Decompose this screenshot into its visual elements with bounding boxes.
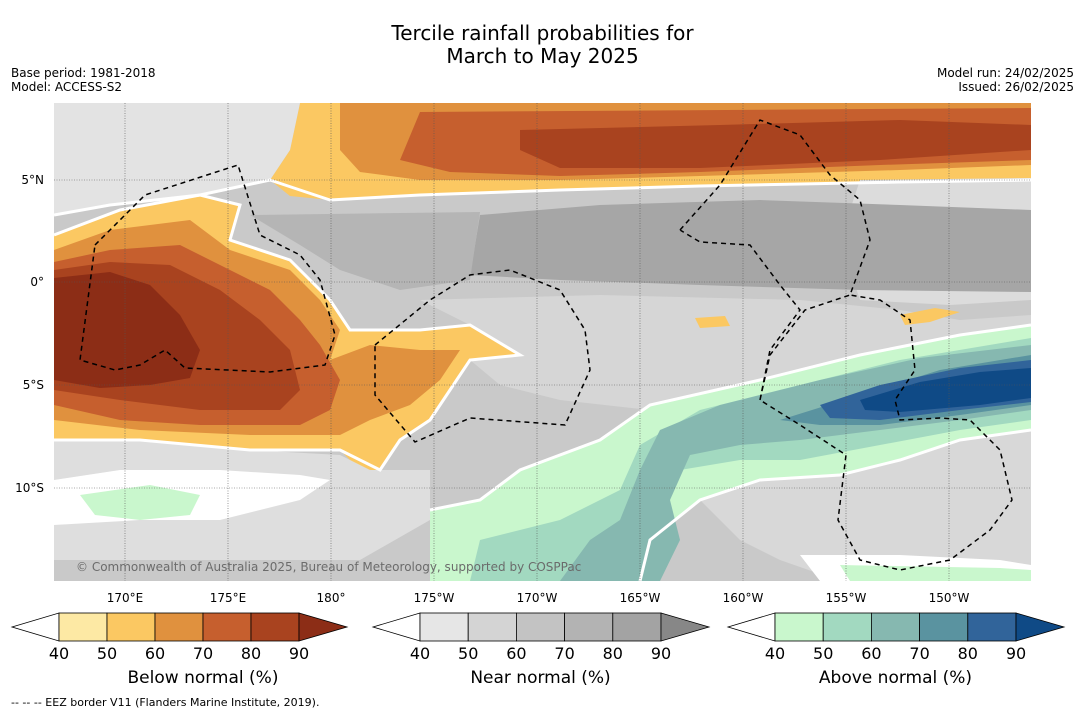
above-core-3 <box>860 368 1031 412</box>
colorbar-segment <box>419 612 469 642</box>
colorbar-below: 40 50 60 70 80 90 <box>10 612 349 663</box>
base-period: Base period: 1981-2018 <box>11 66 156 80</box>
southeast-near <box>700 430 1031 581</box>
colorbar-segment <box>822 612 872 642</box>
north-below-band-core <box>520 120 1031 168</box>
colorbar-tick-label: 70 <box>554 644 574 663</box>
lat-label-5n: 5°N <box>21 173 44 187</box>
colorbar-label-above: Above normal (%) <box>818 668 973 688</box>
colorbar-near: 40 50 60 70 80 90 <box>371 612 711 663</box>
lon-label-180: 180° <box>317 591 346 605</box>
colorbar-label-below: Below normal (%) <box>127 668 279 688</box>
map-gridlines <box>54 103 1031 581</box>
lon-label-170w: 170°W <box>517 591 558 605</box>
colorbar-tick-label: 70 <box>193 644 213 663</box>
colorbar-tick-label: 60 <box>861 644 881 663</box>
colorbar-tick-label: 40 <box>49 644 69 663</box>
north-near-light <box>54 103 300 215</box>
colorbar-segment <box>202 612 252 642</box>
contour-above <box>429 323 1031 512</box>
patch-below-2 <box>900 308 960 325</box>
colorbar-extend-high <box>660 612 711 642</box>
southeast-green <box>840 565 1031 581</box>
colorbar-extend-low <box>726 612 776 642</box>
model-name: Model: ACCESS-S2 <box>11 80 123 94</box>
colorbar-extend-high <box>1015 612 1066 642</box>
colorbar-segment <box>58 612 108 642</box>
lat-label-0: 0° <box>30 275 44 289</box>
lon-label-155w: 155°W <box>826 591 867 605</box>
near-band-mid <box>250 212 480 290</box>
title-line-1: Tercile rainfall probabilities for <box>391 21 694 45</box>
south-near-light <box>420 295 1031 410</box>
colorbar-tick-label: 60 <box>506 644 526 663</box>
model-run: Model run: 24/02/2025 <box>936 66 1074 80</box>
colorbar-tick-label: 50 <box>458 644 478 663</box>
colorbar-extend-high <box>298 612 349 642</box>
lon-label-160w: 160°W <box>723 591 764 605</box>
issued-date: Issued: 26/02/2025 <box>958 80 1074 94</box>
colorbar-tick-label: 50 <box>97 644 117 663</box>
contour-above-south <box>638 428 1031 581</box>
colorbar-extend-low <box>10 612 60 642</box>
colorbar-tick-label: 80 <box>241 644 261 663</box>
lon-label-175w: 175°W <box>414 591 455 605</box>
colorbar-tick-label: 80 <box>958 644 978 663</box>
lon-label-175e: 175°E <box>210 591 247 605</box>
colorbar-tick-label: 80 <box>603 644 623 663</box>
colorbar-segment <box>612 612 662 642</box>
eez-borders <box>79 119 1013 571</box>
lat-label-5s: 5°S <box>23 378 44 392</box>
map-panel: © Commonwealth of Australia 2025, Bureau… <box>54 103 1031 581</box>
colorbar-segment <box>467 612 517 642</box>
colorbar-segment <box>919 612 969 642</box>
title-line-2: March to May 2025 <box>446 44 639 68</box>
colorbar-label-near: Near normal (%) <box>470 668 611 688</box>
southwest-green <box>80 485 200 520</box>
lon-label-150w: 150°W <box>929 591 970 605</box>
colorbar-tick-label: 60 <box>145 644 165 663</box>
colorbar-segment <box>516 612 566 642</box>
meta-right: Model run: 24/02/2025 Issued: 26/02/2025 <box>937 66 1074 94</box>
lon-label-170e: 170°E <box>107 591 144 605</box>
colorbar-segment <box>871 612 921 642</box>
contour-west-blob <box>54 193 525 472</box>
colorbar-tick-label: 40 <box>765 644 785 663</box>
colorbar-segment <box>250 612 300 642</box>
contour-north <box>54 178 1031 217</box>
colorbar-tick-label: 90 <box>651 644 671 663</box>
lat-label-10s: 10°S <box>15 481 44 495</box>
patch-below-1 <box>695 316 730 328</box>
colorbar-tick-label: 50 <box>813 644 833 663</box>
colorbar-tick-label: 90 <box>1006 644 1026 663</box>
colorbar-segment <box>564 612 614 642</box>
lon-label-165w: 165°W <box>620 591 661 605</box>
colorbar-tick-label: 90 <box>289 644 309 663</box>
map-title: Tercile rainfall probabilities for March… <box>0 22 1085 68</box>
colorbar-segment <box>106 612 156 642</box>
colorbar-above: 40 50 60 70 80 90 <box>726 612 1066 663</box>
colorbar-extend-low <box>371 612 421 642</box>
copyright-text: © Commonwealth of Australia 2025, Bureau… <box>76 560 581 574</box>
colorbar-tick-label: 40 <box>410 644 430 663</box>
west-below-darkest <box>54 272 200 388</box>
colorbar-tick-label: 70 <box>909 644 929 663</box>
meta-left: Base period: 1981-2018 Model: ACCESS-S2 <box>11 66 156 94</box>
colorbar-segment <box>154 612 204 642</box>
colorbar-segment <box>967 612 1017 642</box>
colorbar-segment <box>774 612 824 642</box>
eez-footnote: -- -- -- EEZ border V11 (Flanders Marine… <box>11 696 320 709</box>
